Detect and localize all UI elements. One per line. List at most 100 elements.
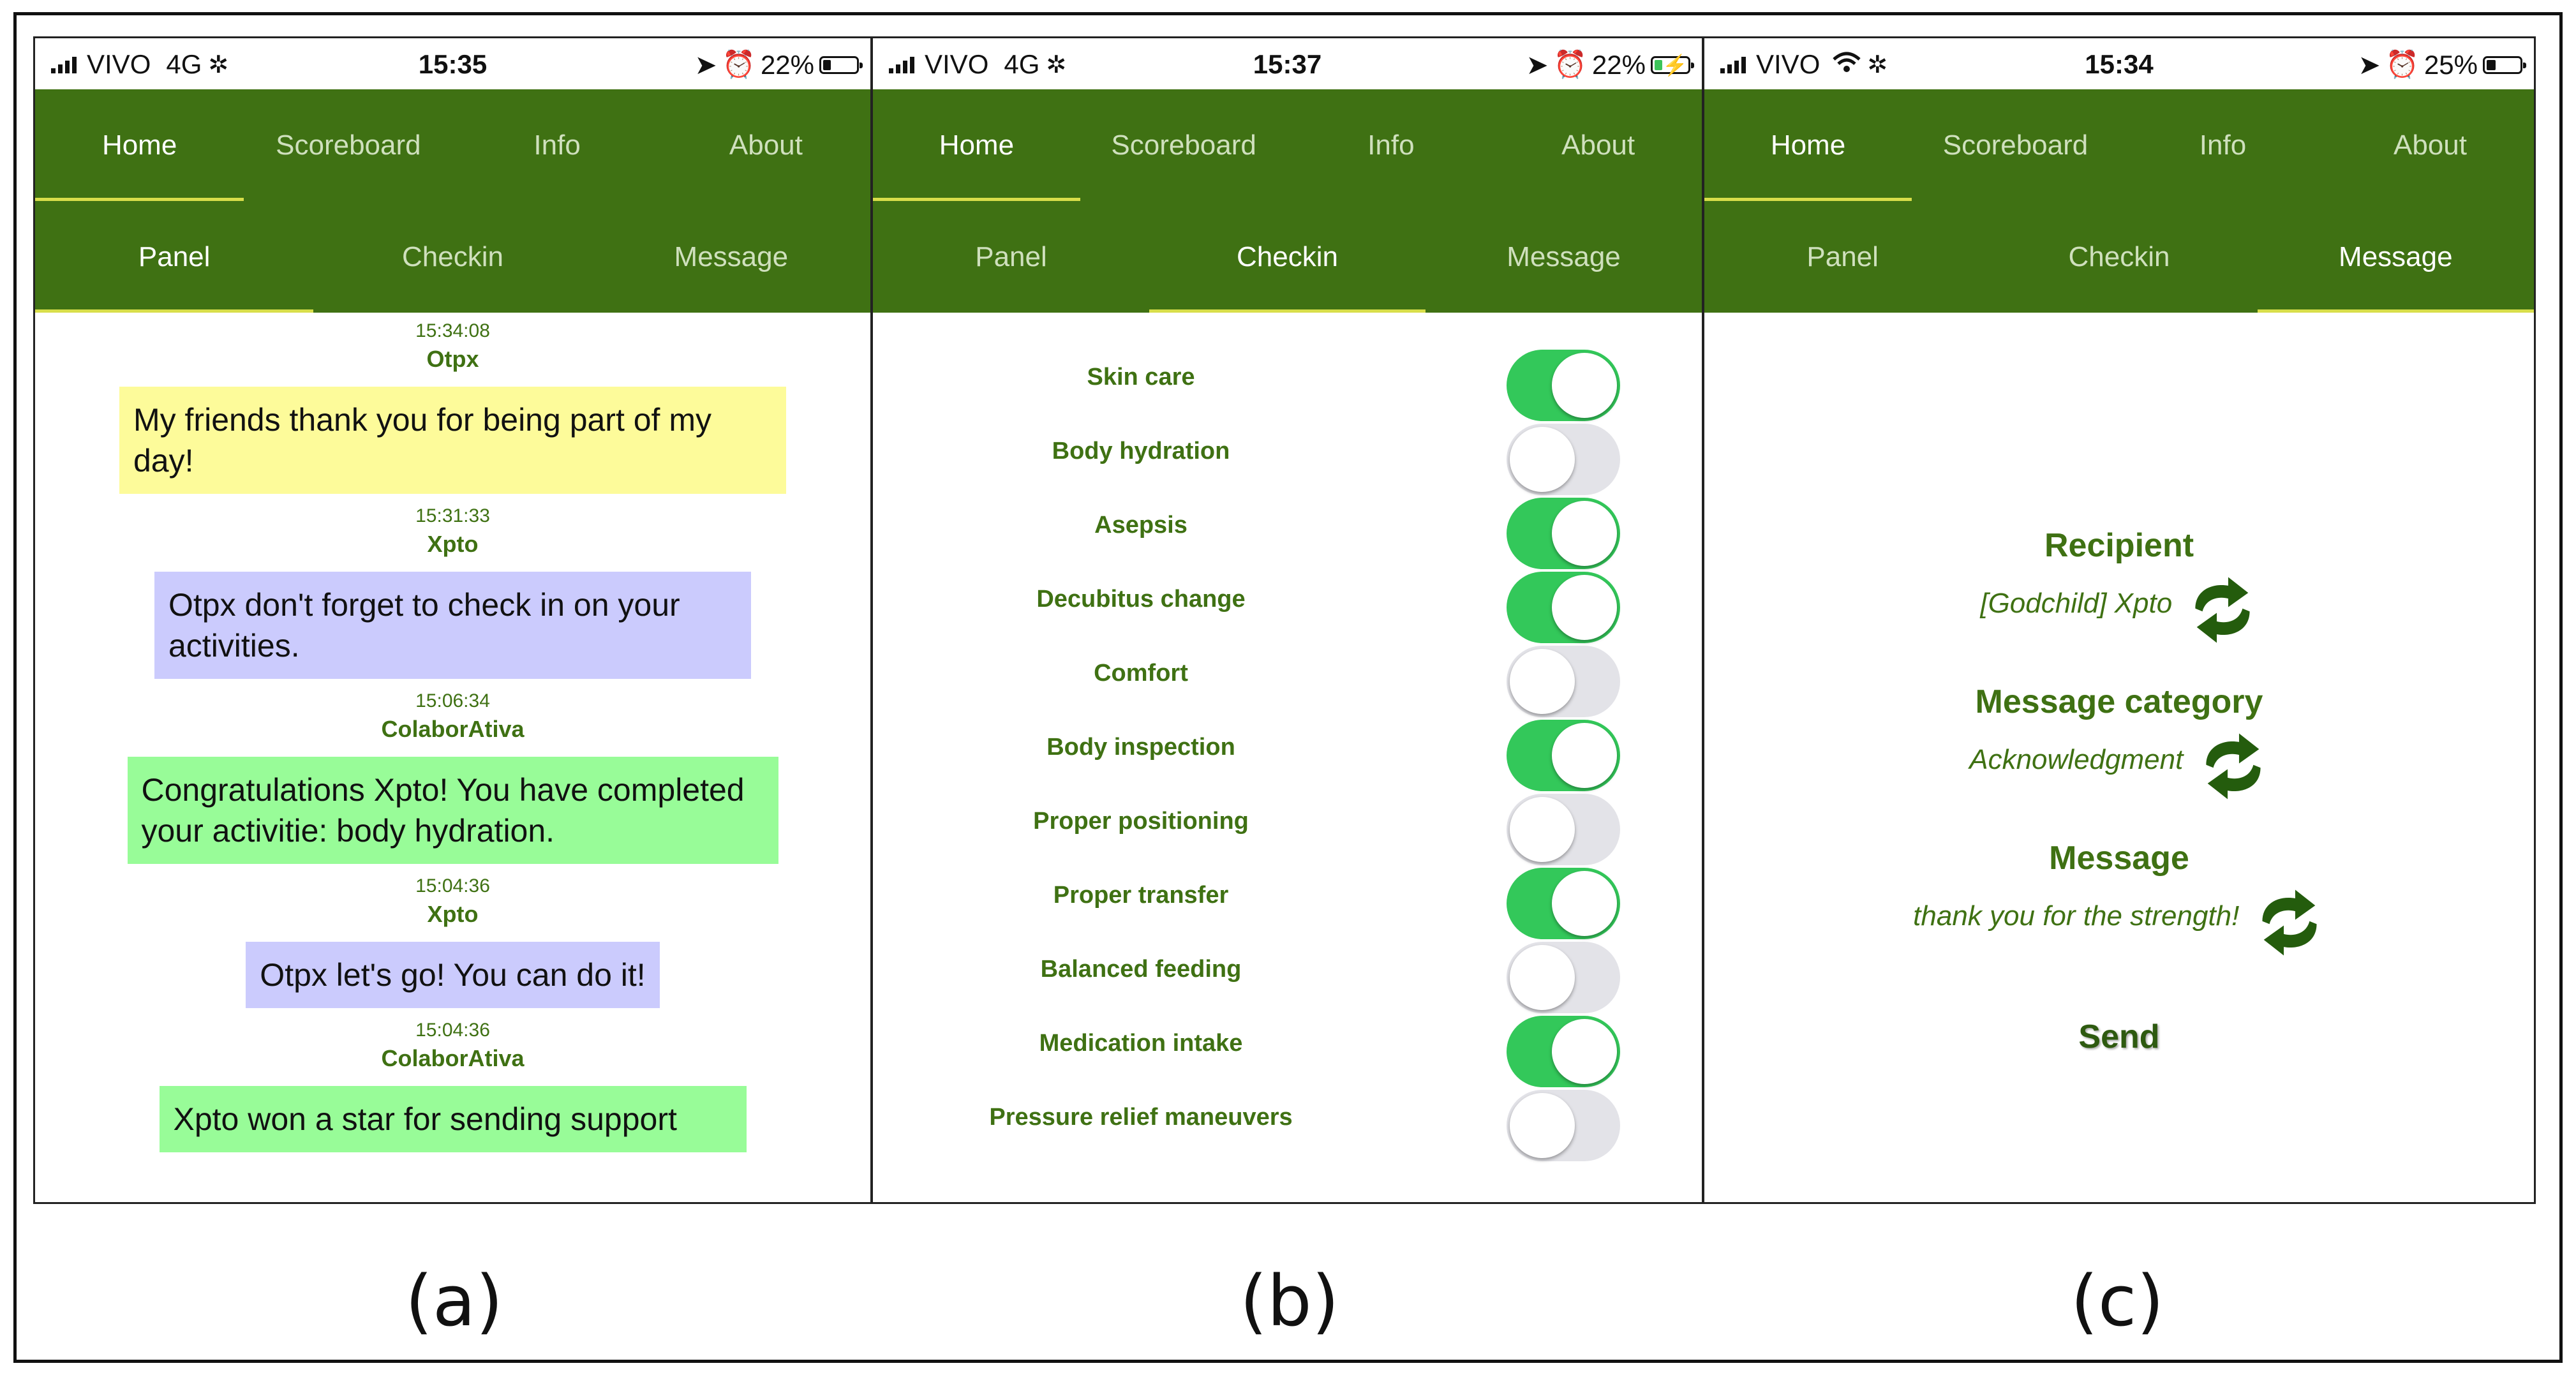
subtab-panel[interactable]: Panel [35,201,314,313]
checkin-toggle[interactable] [1507,720,1620,791]
clock: 15:34 [2085,49,2154,79]
message-sender: ColaborAtiva [381,716,525,742]
checkin-toggle[interactable] [1507,1090,1620,1161]
clock: 15:35 [418,49,488,79]
tab-about[interactable]: About [1561,130,1635,161]
checkin-toggle[interactable] [1507,424,1620,495]
checkin-toggle[interactable] [1507,498,1620,569]
toggle-knob [1510,797,1575,862]
checkin-toggle[interactable] [1507,646,1620,717]
message-time: 15:04:36 [415,1020,490,1041]
recipient-value: [Godchild] Xpto [1980,588,2173,620]
subtab-panel[interactable]: Panel [975,241,1047,272]
message-bubble: My friends thank you for being part of m… [119,387,786,494]
checkin-list: Skin care Body hydration Asepsis Decubitus … [873,313,1702,1202]
battery-percent: 22% [760,49,814,80]
signal-icon [889,56,914,73]
subtab-checkin[interactable]: Checkin [1149,201,1426,313]
checkin-label: Comfort [1094,660,1188,687]
checkin-row: Proper transfer [873,856,1702,939]
feed-message: 15:06:34 ColaborAtiva Congratulations Xp… [35,690,870,864]
caption-b: (b) [1240,1260,1339,1342]
message-sender: Xpto [427,901,479,927]
checkin-toggle[interactable] [1507,1016,1620,1087]
message-form: Recipient [Godchild] Xpto Message catego… [1704,313,2534,1202]
subtab-message[interactable]: Message [1507,241,1621,272]
location-icon: ➤ [694,50,717,80]
caption-c: (c) [2071,1260,2164,1342]
toggle-knob [1552,353,1617,418]
category-value: Acknowledgment [1969,744,2184,776]
tab-home[interactable]: Home [873,89,1080,201]
checkin-label: Body inspection [1046,734,1235,761]
tab-scoreboard[interactable]: Scoreboard [1942,130,2088,161]
checkin-toggle[interactable] [1507,350,1620,421]
tab-scoreboard[interactable]: Scoreboard [1111,130,1256,161]
cycle-icon[interactable] [2254,887,2325,958]
cycle-icon[interactable] [2198,731,2269,802]
toggle-knob [1510,945,1575,1010]
message-bubble: Otpx don't forget to check in on your ac… [154,572,751,679]
clock: 15:37 [1253,49,1322,79]
status-bar: VIVO ✲ 15:34 ➤ ⏰ 25% [1704,38,2534,89]
checkin-label: Skin care [1087,364,1195,390]
message-bubble: Otpx let's go! You can do it! [246,942,660,1008]
checkin-row: Comfort [873,634,1702,717]
checkin-row: Skin care [873,338,1702,421]
category-row: Acknowledgment [1704,731,2534,802]
message-sender: Xpto [427,531,479,557]
checkin-label: Proper transfer [1053,882,1229,909]
checkin-toggle[interactable] [1507,868,1620,939]
checkin-toggle[interactable] [1507,794,1620,865]
message-label: Message [2049,840,2189,877]
toggle-knob [1552,575,1617,640]
recipient-label: Recipient [2044,527,2194,564]
checkin-toggle[interactable] [1507,572,1620,643]
cycle-icon[interactable] [2187,574,2258,646]
message-value: thank you for the strength! [1913,900,2240,932]
checkin-label: Proper positioning [1033,808,1249,835]
message-feed[interactable]: 15:34:08 Otpx My friends thank you for b… [35,313,870,1202]
main-nav: Home Scoreboard Info About [873,89,1702,201]
phone-checkin-view: VIVO 4G ✲ 15:37 ➤ ⏰ 22% ⚡ Home Scoreboar… [871,36,1704,1204]
checkin-label: Asepsis [1094,512,1187,539]
send-button[interactable]: Send [2078,1018,2160,1055]
tab-home[interactable]: Home [1704,89,1912,201]
tab-info[interactable]: Info [2199,130,2247,161]
subtab-message[interactable]: Message [674,241,789,272]
toggle-knob [1510,1093,1575,1158]
main-nav: Home Scoreboard Info About [1704,89,2534,201]
phone-message-view: VIVO ✲ 15:34 ➤ ⏰ 25% Home Scoreboard Inf… [1702,36,2536,1204]
tab-info[interactable]: Info [1367,130,1415,161]
checkin-row: Balanced feeding [873,930,1702,1013]
checkin-row: Body hydration [873,412,1702,495]
tab-home[interactable]: Home [35,89,244,201]
loading-icon: ✲ [1867,51,1888,78]
toggle-knob [1510,649,1575,714]
checkin-row: Medication intake [873,1004,1702,1087]
sub-nav: Panel Checkin Message [873,201,1702,313]
battery-percent: 22% [1591,49,1646,80]
alarm-icon: ⏰ [722,49,756,79]
message-time: 15:34:08 [415,320,490,341]
wifi-icon [1833,49,1861,80]
carrier-name: VIVO [925,49,989,79]
tab-about[interactable]: About [2394,130,2467,161]
subtab-panel[interactable]: Panel [1806,241,1879,272]
message-time: 15:04:36 [415,875,490,896]
phone-panel-view: VIVO 4G ✲ 15:35 ➤ ⏰ 22% Home Scoreboard … [33,36,872,1204]
recipient-row: [Godchild] Xpto [1704,574,2534,646]
subtab-message[interactable]: Message [2257,201,2534,313]
message-bubble: Congratulations Xpto! You have completed… [127,757,778,864]
status-bar: VIVO 4G ✲ 15:35 ➤ ⏰ 22% [35,38,870,89]
tab-info[interactable]: Info [533,130,581,161]
checkin-toggle[interactable] [1507,942,1620,1013]
toggle-knob [1552,723,1617,788]
feed-message: 15:34:08 Otpx My friends thank you for b… [35,320,870,494]
tab-scoreboard[interactable]: Scoreboard [276,130,421,161]
tab-about[interactable]: About [729,130,803,161]
category-label: Message category [1975,683,2263,720]
subtab-checkin[interactable]: Checkin [402,241,503,272]
status-bar: VIVO 4G ✲ 15:37 ➤ ⏰ 22% ⚡ [873,38,1702,89]
subtab-checkin[interactable]: Checkin [2068,241,2170,272]
